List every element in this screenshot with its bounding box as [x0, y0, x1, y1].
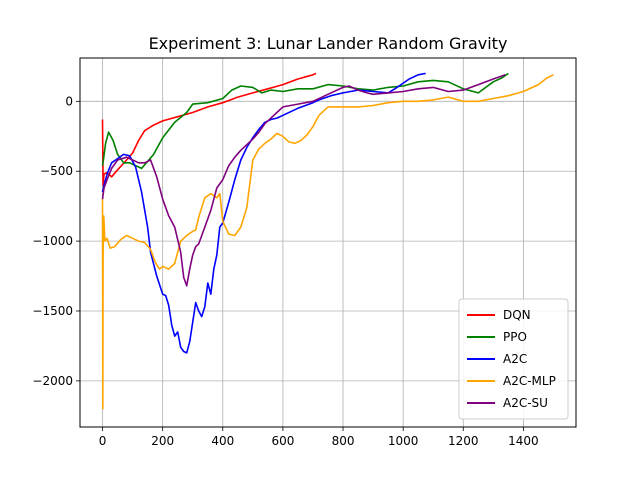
series-line-ppo — [101, 72, 509, 170]
plot-frame — [79, 57, 577, 428]
series-line-a2c-mlp — [101, 74, 554, 410]
x-tick-label: 400 — [211, 434, 234, 448]
x-tick-label: 200 — [151, 434, 174, 448]
x-tick-label: 0 — [99, 434, 107, 448]
series-line-a2c — [101, 72, 426, 354]
x-axis: 0 200 400 600 800 1000 1200 1400 — [99, 427, 539, 448]
x-tick-label: 800 — [332, 434, 355, 448]
series-layer — [101, 72, 554, 410]
x-tick-label: 1200 — [448, 434, 479, 448]
x-tick-label: 1000 — [388, 434, 419, 448]
y-tick-label: −500 — [40, 164, 73, 178]
series-lines — [101, 72, 554, 410]
legend-box — [458, 298, 569, 420]
series-line-dqn — [101, 72, 317, 186]
chart-title: Experiment 3: Lunar Lander Random Gravit… — [149, 34, 508, 53]
series-line-a2c-su — [101, 74, 506, 287]
y-axis: −2000 −1500 −1000 −500 0 — [32, 94, 80, 388]
y-tick-label: 0 — [65, 94, 73, 108]
legend-label-a2c-su: A2C-SU — [503, 396, 548, 410]
legend-label-a2c-mlp: A2C-MLP — [503, 374, 556, 388]
x-tick-label: 1400 — [508, 434, 539, 448]
y-tick-label: −2000 — [32, 374, 73, 388]
x-tick-label: 600 — [271, 434, 294, 448]
legend-label-a2c: A2C — [503, 352, 527, 366]
legend: DQN PPO A2C A2C-MLP A2C-SU — [458, 298, 569, 420]
y-tick-label: −1500 — [32, 304, 73, 318]
y-tick-label: −1000 — [32, 234, 73, 248]
legend-label-dqn: DQN — [503, 308, 531, 322]
legend-label-ppo: PPO — [503, 330, 527, 344]
